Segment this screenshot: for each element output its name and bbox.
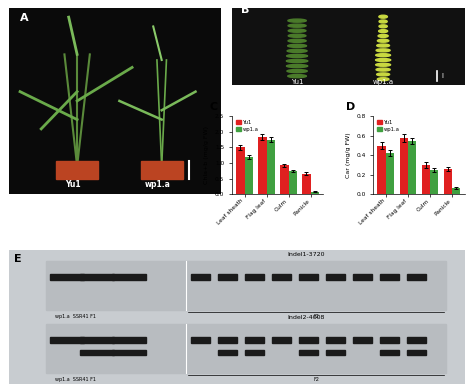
Bar: [258, 137, 266, 194]
Legend: Yu1, wp1.a: Yu1, wp1.a: [376, 119, 401, 133]
Bar: [299, 337, 318, 343]
Text: F2: F2: [313, 377, 319, 383]
Text: wp1.a: wp1.a: [145, 180, 170, 189]
Ellipse shape: [377, 39, 389, 42]
Bar: [46, 324, 447, 374]
Text: F2: F2: [313, 314, 319, 319]
Ellipse shape: [379, 25, 387, 28]
Bar: [266, 140, 275, 194]
Bar: [421, 165, 430, 194]
Bar: [326, 274, 345, 279]
Bar: [56, 161, 98, 179]
Text: I: I: [441, 73, 443, 79]
Bar: [326, 337, 345, 343]
Ellipse shape: [288, 39, 306, 42]
Bar: [452, 188, 460, 194]
Bar: [407, 337, 426, 343]
Bar: [400, 138, 408, 194]
Bar: [272, 337, 291, 343]
Bar: [245, 337, 264, 343]
Text: Yu1: Yu1: [291, 79, 303, 85]
Text: wp1.a  SSR41 F1: wp1.a SSR41 F1: [55, 314, 96, 319]
Ellipse shape: [376, 68, 390, 71]
Text: D: D: [346, 102, 355, 112]
Bar: [112, 350, 146, 355]
Ellipse shape: [288, 44, 307, 47]
Bar: [236, 147, 245, 194]
Bar: [218, 350, 237, 355]
Bar: [353, 274, 372, 279]
Y-axis label: Chla+b (mg/g FW): Chla+b (mg/g FW): [204, 126, 210, 184]
Ellipse shape: [379, 30, 388, 33]
Ellipse shape: [286, 60, 308, 63]
Ellipse shape: [375, 58, 391, 62]
Text: Indel1-3720: Indel1-3720: [287, 252, 325, 257]
Text: C: C: [209, 102, 217, 112]
Text: wp1.a  SSR41 F1: wp1.a SSR41 F1: [55, 377, 96, 383]
Ellipse shape: [379, 15, 387, 18]
Text: E: E: [14, 254, 22, 264]
Bar: [407, 274, 426, 279]
Bar: [299, 350, 318, 355]
Bar: [299, 274, 318, 279]
Bar: [430, 170, 438, 194]
Bar: [80, 274, 114, 279]
Text: B: B: [241, 5, 250, 15]
Ellipse shape: [287, 54, 308, 58]
Bar: [302, 174, 310, 194]
Text: wp1.a: wp1.a: [373, 79, 394, 85]
Ellipse shape: [286, 64, 308, 67]
Bar: [191, 337, 210, 343]
Bar: [310, 192, 319, 194]
Ellipse shape: [376, 54, 391, 56]
Ellipse shape: [376, 49, 390, 52]
Text: Indel2-4008: Indel2-4008: [287, 315, 325, 320]
Ellipse shape: [287, 49, 307, 53]
Bar: [80, 337, 114, 343]
Bar: [218, 337, 237, 343]
Bar: [408, 141, 416, 194]
Bar: [407, 350, 426, 355]
Bar: [380, 337, 399, 343]
Bar: [280, 165, 289, 194]
Bar: [80, 350, 114, 355]
Ellipse shape: [378, 34, 388, 37]
Bar: [50, 337, 84, 343]
Text: A: A: [20, 13, 28, 23]
Text: Yu1: Yu1: [65, 180, 81, 189]
Bar: [272, 274, 291, 279]
Bar: [50, 274, 84, 279]
Ellipse shape: [376, 64, 391, 66]
Bar: [141, 161, 183, 179]
Bar: [444, 169, 452, 194]
Bar: [326, 350, 345, 355]
Bar: [377, 145, 386, 194]
Ellipse shape: [379, 20, 387, 23]
Bar: [380, 274, 399, 279]
Ellipse shape: [377, 73, 390, 76]
Ellipse shape: [377, 78, 389, 81]
Bar: [112, 337, 146, 343]
Ellipse shape: [377, 44, 390, 47]
Bar: [353, 337, 372, 343]
Ellipse shape: [288, 74, 306, 78]
Bar: [380, 350, 399, 355]
Legend: Yu1, wp1.a: Yu1, wp1.a: [235, 119, 259, 133]
Bar: [112, 274, 146, 279]
Y-axis label: Car (mg/g FW): Car (mg/g FW): [346, 132, 351, 178]
Bar: [191, 274, 210, 279]
Bar: [46, 261, 447, 310]
Bar: [245, 274, 264, 279]
Bar: [245, 157, 253, 194]
Bar: [289, 171, 297, 194]
Ellipse shape: [288, 34, 306, 37]
Bar: [218, 274, 237, 279]
Ellipse shape: [287, 69, 307, 73]
Ellipse shape: [288, 29, 306, 32]
Bar: [386, 153, 394, 194]
Ellipse shape: [288, 19, 306, 22]
Bar: [245, 350, 264, 355]
Ellipse shape: [288, 24, 306, 27]
